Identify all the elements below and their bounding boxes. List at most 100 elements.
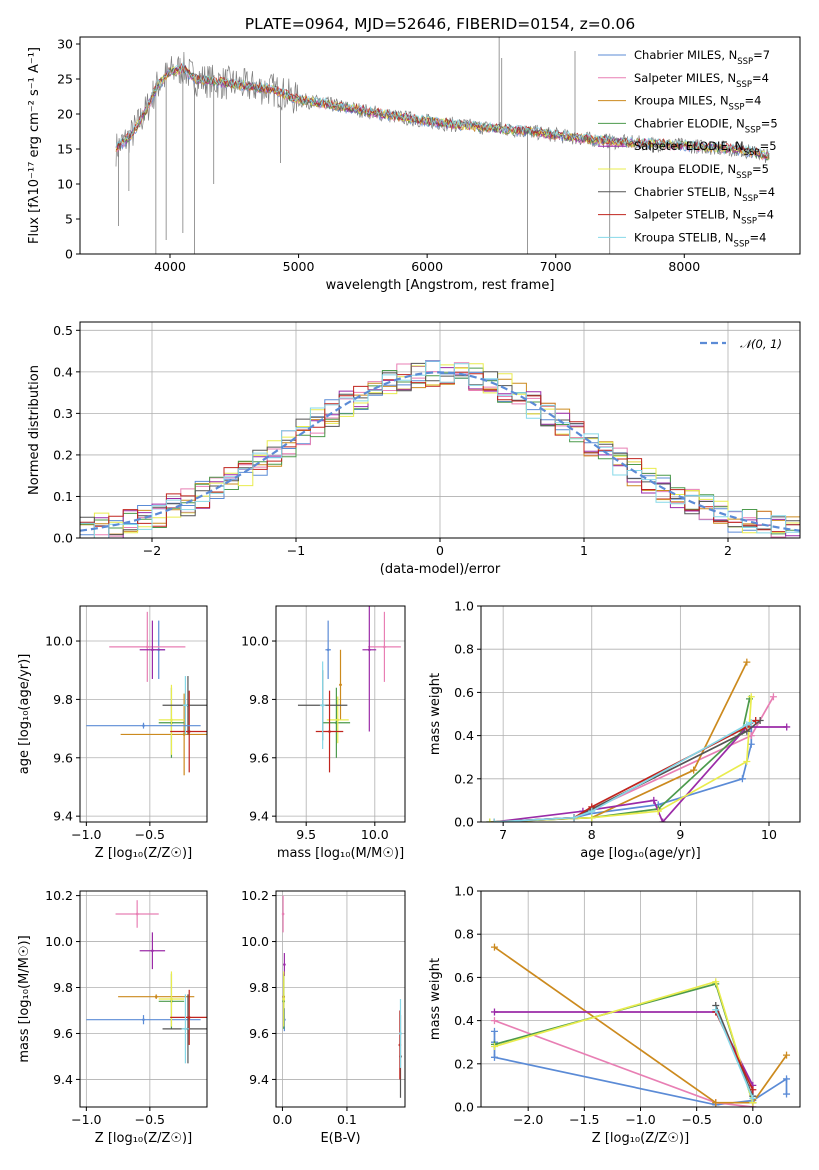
series-marker	[783, 1051, 791, 1059]
y-tick-label: 0.2	[454, 1056, 474, 1071]
y-tick-label: 0.0	[53, 531, 73, 546]
y-tick-label: 25	[57, 72, 73, 87]
axes-frame	[480, 605, 801, 823]
y-tick-label: 1.0	[454, 884, 474, 899]
x-tick-label: 4000	[154, 259, 186, 274]
y-tick-label: 9.8	[249, 980, 269, 995]
x-axis-label: age [log₁₀(age/yr)]	[580, 846, 701, 861]
x-tick-label: −1.0	[71, 1112, 101, 1127]
legend-entry: Kroupa STELIB, NSSP=4	[634, 230, 766, 249]
x-tick-label: 7000	[540, 259, 572, 274]
y-tick-label: 0.2	[53, 447, 73, 462]
panel-mass-weight-vs-Z: −2.0 −1.5 −1.0 −0.5 0.0 0.0 0.2 0.4 0.6 0.8 1.0 Z […	[428, 884, 801, 1146]
y-tick-label: 0.1	[53, 489, 73, 504]
series-marker	[690, 766, 698, 774]
plot-area	[115, 37, 770, 254]
series-marker	[712, 1099, 720, 1107]
series-marker	[747, 740, 755, 748]
axes-frame	[275, 605, 406, 823]
x-tick-label: −2	[143, 543, 161, 558]
y-tick-label: 9.4	[53, 809, 73, 824]
data-point	[339, 683, 342, 687]
y-tick-label: 9.4	[249, 809, 269, 824]
x-tick-label: 2	[724, 543, 732, 558]
data-point	[151, 949, 154, 953]
series-marker	[743, 658, 751, 666]
data-point	[328, 730, 331, 733]
legend-entry: Salpeter STELIB, NSSP=4	[634, 208, 774, 227]
y-tick-label: 0.0	[454, 815, 474, 830]
data-point	[187, 730, 191, 733]
data-point	[142, 1018, 145, 1021]
series-line-kroupa-miles	[494, 946, 788, 1104]
legend-entry: Chabrier ELODIE, NSSP=5	[634, 116, 778, 135]
data-point	[283, 963, 286, 966]
series-marker	[783, 723, 791, 731]
y-tick-label: 9.8	[53, 980, 73, 995]
axes-frame	[480, 890, 801, 1108]
y-axis-label: mass weight	[428, 673, 443, 755]
panel-mass-vs-EBV: 0.0 0.1 9.4 9.6 9.8 10.0 10.2 E(B-V)	[241, 888, 406, 1146]
y-tick-label: 30	[57, 37, 73, 52]
observed-spectrum-line	[115, 51, 769, 167]
series-marker	[743, 758, 751, 766]
plot-area	[281, 895, 402, 1098]
series-marker	[659, 818, 667, 822]
legend-entry: Chabrier STELIB, NSSP=4	[634, 185, 775, 204]
x-axis-label: mass [log₁₀(M/M☉)]	[277, 846, 404, 861]
data-point	[170, 718, 173, 722]
data-point	[135, 912, 139, 916]
y-tick-label: 0.5	[53, 323, 73, 338]
x-tick-label: −0.5	[135, 827, 165, 842]
series-marker	[712, 1006, 720, 1014]
y-tick-label: 10.2	[45, 888, 73, 903]
series-marker	[490, 943, 498, 951]
legend-entry: Salpeter ELODIE, NSSP=5	[634, 139, 777, 158]
series-marker	[738, 775, 746, 783]
y-tick-label: 5	[65, 212, 73, 227]
data-point	[281, 912, 285, 916]
panel-age-vs-mass: 9.5 10.0 9.4 9.6 9.8 10.0 mass [log₁₀(M/M☉)]	[241, 605, 406, 861]
y-tick-label: 9.6	[53, 1026, 73, 1041]
y-tick-label: 0.6	[454, 970, 474, 985]
series-marker	[654, 807, 662, 815]
series-marker	[490, 1053, 498, 1061]
y-axis-label: Flux [fλ10⁻¹⁷ erg cm⁻² s⁻¹ A⁻¹]	[27, 47, 42, 244]
model-spectrum-kroupa-stelib	[115, 61, 770, 158]
axes-frame	[79, 890, 208, 1108]
series-line-salpeter-elodie	[494, 1011, 754, 1107]
legend-entry: 𝒩(0, 1)	[740, 337, 782, 351]
y-tick-label: 0	[65, 247, 73, 262]
series-line-kroupa-stelib	[715, 1009, 754, 1099]
panel-mass-weight-vs-age: 7 8 9 10 0.0 0.2 0.4 0.6 0.8 1.0 age [log₁₀(age/yr…	[428, 599, 801, 861]
x-axis-label: wavelength [Angstrom, rest frame]	[326, 278, 555, 293]
series-marker	[650, 796, 658, 804]
y-tick-label: 9.6	[249, 1026, 269, 1041]
histogram-salpeter-stelib	[80, 371, 800, 533]
series-marker	[769, 693, 777, 701]
axes-frame	[275, 890, 406, 1108]
series-marker	[570, 814, 578, 822]
x-tick-label: −1.0	[625, 1112, 655, 1127]
y-tick-label: 9.8	[53, 692, 73, 707]
plot-area	[86, 611, 207, 776]
data-point	[383, 645, 386, 649]
figure-title: PLATE=0964, MJD=52646, FIBERID=0154, z=0…	[245, 15, 635, 33]
plot-area	[80, 360, 800, 538]
data-point	[282, 997, 286, 1001]
x-axis-label: (data-model)/error	[380, 562, 501, 577]
y-tick-label: 0.6	[454, 685, 474, 700]
series-line-chabrier-miles	[489, 727, 753, 822]
data-point	[146, 645, 149, 649]
plot-area	[490, 943, 791, 1107]
series-marker	[490, 1043, 498, 1051]
x-axis-label: E(B-V)	[320, 1131, 360, 1146]
series-marker	[747, 693, 755, 701]
y-axis-label: mass [log₁₀(M/M☉)]	[17, 935, 32, 1062]
y-tick-label: 0.3	[53, 406, 73, 421]
y-tick-label: 0.8	[454, 927, 474, 942]
panel-mass-vs-Z: −1.0 −0.5 9.4 9.6 9.8 10.0 10.2 Z [log₁₀(Z/Z☉)]…	[17, 888, 208, 1146]
x-tick-label: 9	[676, 827, 684, 842]
series-marker	[712, 978, 720, 986]
